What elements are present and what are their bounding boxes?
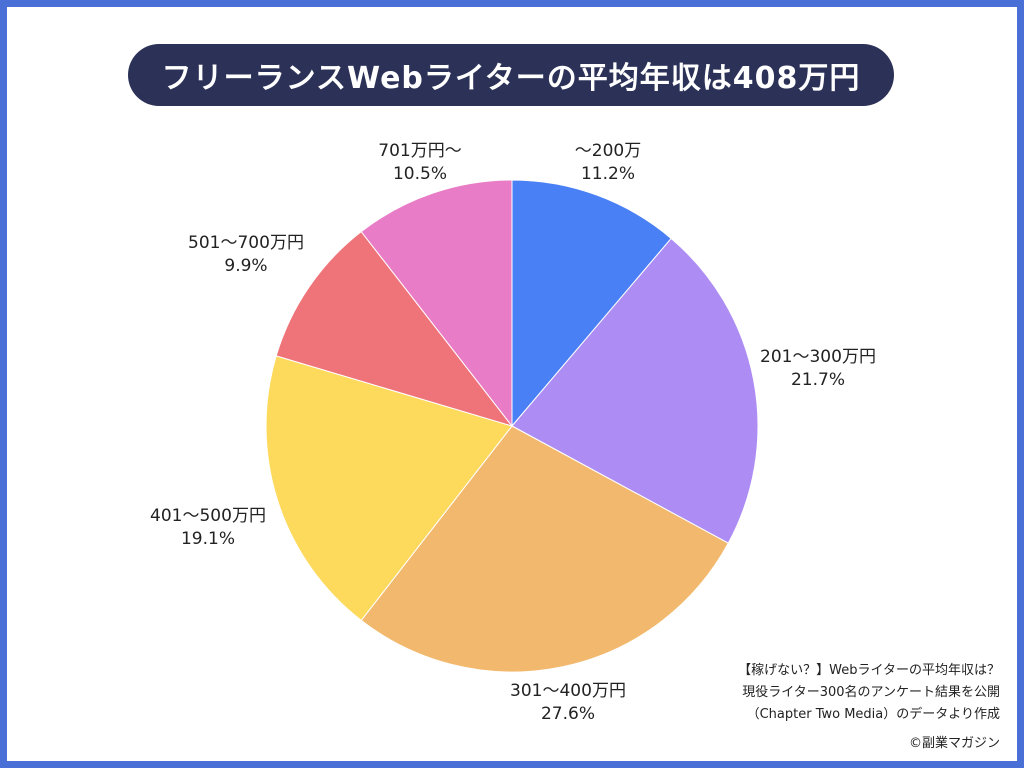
slice-value-4: 9.9% xyxy=(224,256,268,276)
slice-category-0: 〜200万 xyxy=(574,141,642,161)
source-line-3: （Chapter Two Media）のデータより作成 xyxy=(746,707,1000,722)
source-note: 【稼げない？】Webライターの平均年収は？ 現役ライター300名のアンケート結果… xyxy=(738,660,1000,726)
slice-value-5: 10.5% xyxy=(392,164,448,184)
chart-title-text: フリーランスWebライターの平均年収は408万円 xyxy=(161,61,861,96)
slice-label-3: 401〜500万円 19.1% xyxy=(150,505,266,551)
slice-label-2: 301〜400万円 27.6% xyxy=(510,680,626,726)
slice-value-2: 27.6% xyxy=(540,704,595,724)
slice-label-5: 701万円〜 10.5% xyxy=(378,140,461,186)
slice-category-4: 501〜700万円 xyxy=(188,233,304,253)
pie-slice-5 xyxy=(360,179,513,428)
slice-label-0: 〜200万 11.2% xyxy=(575,140,641,186)
slice-category-3: 401〜500万円 xyxy=(150,506,266,526)
pie-slice-0 xyxy=(511,179,672,428)
slice-value-0: 11.2% xyxy=(580,164,636,184)
slice-value-3: 19.1% xyxy=(180,529,235,549)
chart-title: フリーランスWebライターの平均年収は408万円 xyxy=(128,44,894,106)
pie-slice-2 xyxy=(360,425,729,673)
slice-label-4: 501〜700万円 9.9% xyxy=(188,232,304,278)
slice-category-5: 701万円〜 xyxy=(378,141,462,161)
slice-category-2: 301〜400万円 xyxy=(510,681,626,701)
slice-value-1: 21.7% xyxy=(790,370,845,390)
source-line-2: 現役ライター300名のアンケート結果を公開 xyxy=(742,685,1000,700)
pie-slice-3 xyxy=(265,355,513,622)
source-line-1: 【稼げない？】Webライターの平均年収は？ xyxy=(738,663,1000,678)
copyright-text: ©副業マガジン xyxy=(908,736,1000,751)
slice-label-1: 201〜300万円 21.7% xyxy=(760,346,876,392)
pie-slice-1 xyxy=(511,237,759,544)
pie-slice-4 xyxy=(275,230,514,427)
slice-category-1: 201〜300万円 xyxy=(760,347,876,367)
